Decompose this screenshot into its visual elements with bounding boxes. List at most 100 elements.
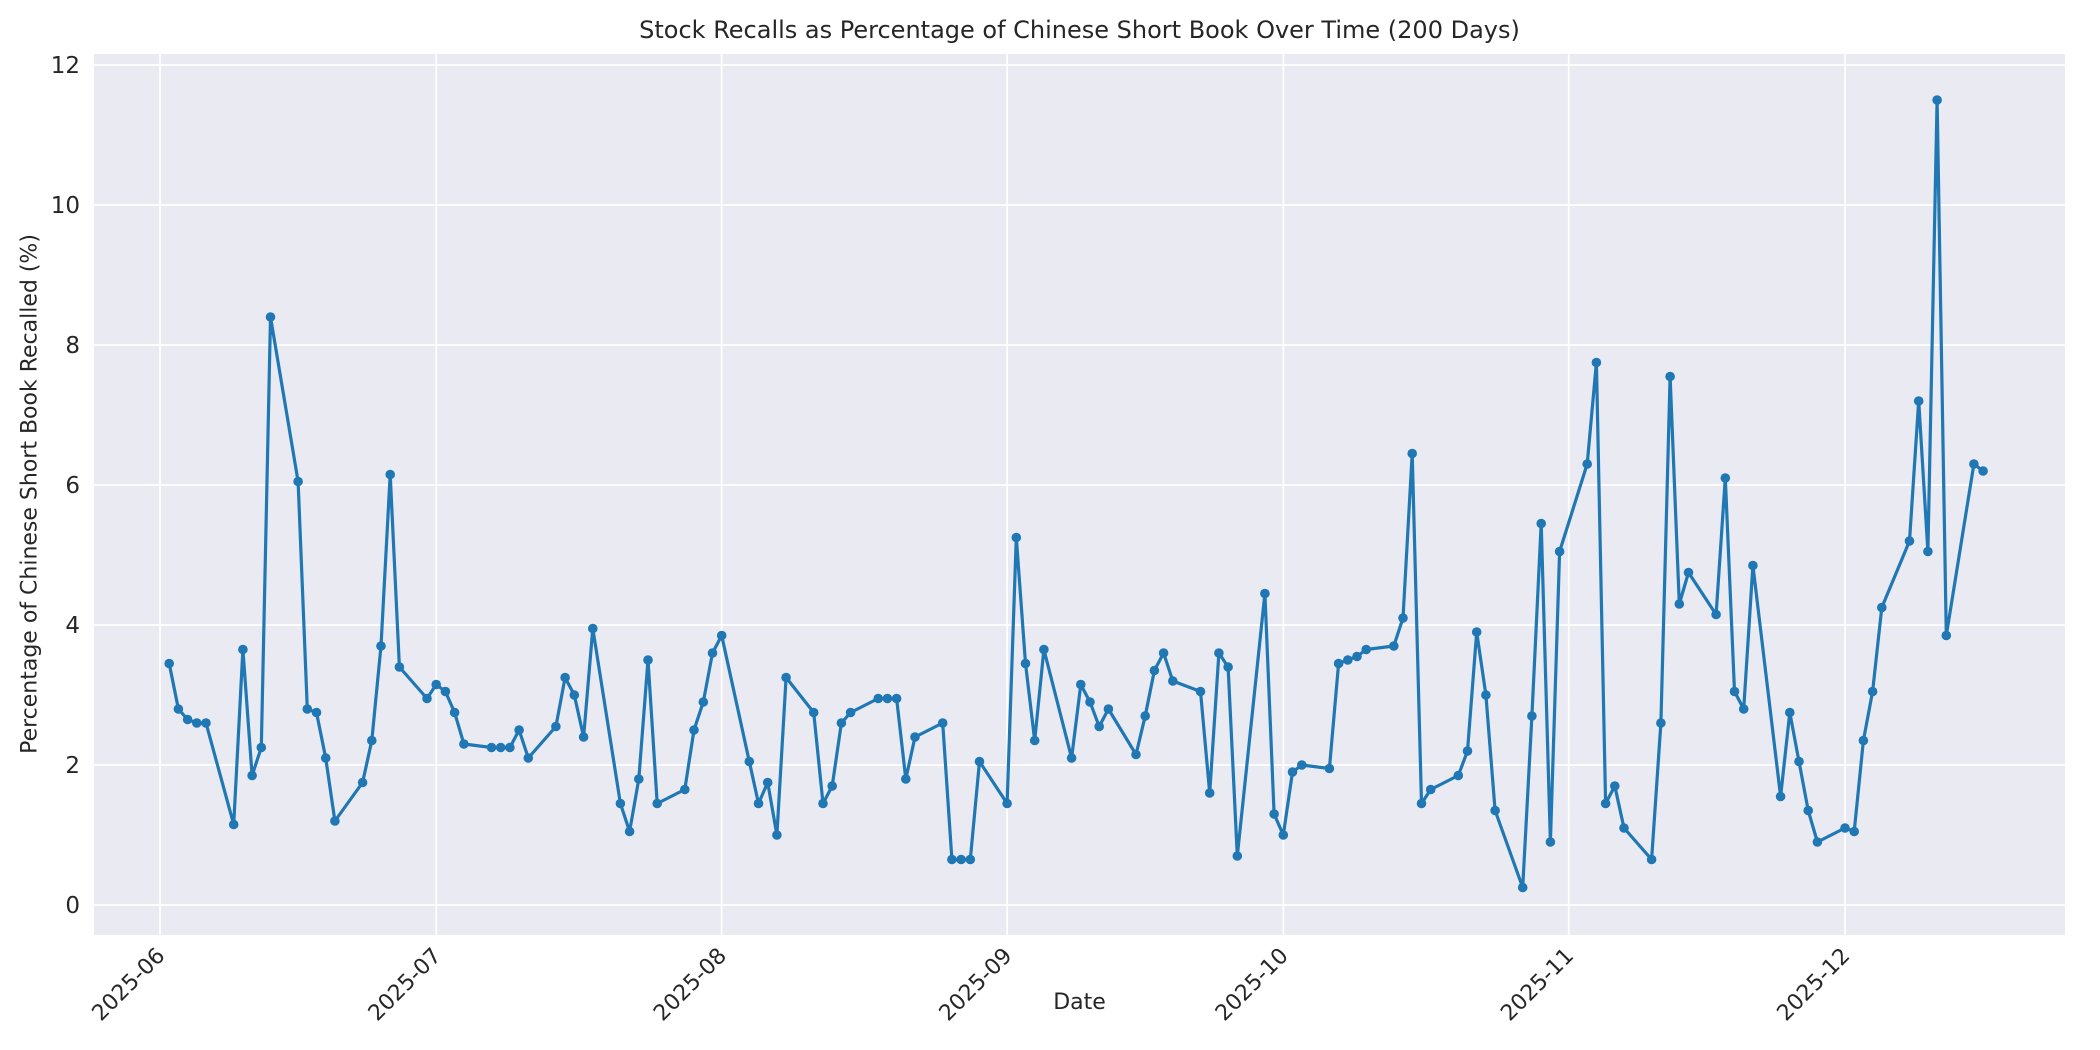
data-point-marker — [514, 725, 524, 735]
data-point-marker — [1849, 826, 1859, 837]
data-point-marker — [1490, 805, 1500, 816]
data-point-marker — [311, 707, 322, 718]
data-point-marker — [965, 854, 976, 865]
data-point-marker — [1803, 805, 1813, 816]
data-point-marker — [320, 753, 331, 763]
data-point-marker — [1794, 756, 1804, 767]
series-line — [167, 98, 1985, 890]
data-point-marker — [422, 693, 432, 704]
data-point-marker — [781, 672, 791, 683]
data-point-marker — [182, 714, 193, 725]
data-point-marker — [376, 641, 386, 651]
data-point-marker — [1269, 809, 1279, 819]
data-point-marker — [901, 774, 911, 784]
data-point-marker — [1085, 697, 1095, 707]
data-point-marker — [505, 742, 515, 753]
data-point-marker — [1941, 630, 1952, 641]
data-point-marker — [1398, 613, 1408, 623]
data-point-marker — [937, 718, 948, 728]
data-point-marker — [1453, 770, 1464, 781]
data-point-marker — [974, 756, 985, 767]
data-point-marker — [1969, 459, 1979, 469]
data-point-marker — [1591, 357, 1602, 368]
data-point-marker — [818, 798, 828, 809]
data-point-marker — [808, 707, 819, 718]
data-point-marker — [588, 623, 598, 634]
data-point-marker — [707, 648, 718, 658]
data-point-marker — [1748, 560, 1758, 571]
data-point-marker — [1029, 735, 1040, 746]
data-point-marker — [1840, 823, 1850, 833]
data-point-marker — [1287, 767, 1298, 777]
data-point-marker — [247, 770, 257, 781]
data-point-marker — [486, 742, 497, 753]
data-point-marker — [1425, 784, 1436, 795]
data-point-marker — [201, 718, 211, 728]
data-point-marker — [956, 854, 966, 865]
data-point-marker — [1168, 676, 1178, 686]
data-point-marker — [1011, 532, 1022, 543]
data-point-marker — [1785, 707, 1795, 718]
data-point-marker — [1352, 651, 1362, 662]
data-point-marker — [1214, 648, 1224, 658]
data-point-marker — [680, 784, 690, 795]
data-point-marker — [1094, 721, 1104, 732]
data-point-marker — [1619, 823, 1629, 833]
data-point-marker — [652, 798, 662, 809]
data-point-marker — [1462, 746, 1473, 756]
data-point-marker — [551, 721, 561, 732]
data-point-marker — [1223, 662, 1233, 672]
data-point-marker — [1932, 95, 1942, 105]
data-point-marker — [772, 830, 782, 840]
data-point-marker — [1158, 648, 1169, 658]
data-point-marker — [1877, 602, 1887, 613]
data-point-marker — [330, 816, 340, 826]
data-point-marker — [1858, 735, 1869, 746]
y-tick-label: 10 — [51, 193, 80, 219]
data-point-marker — [624, 826, 635, 837]
plot-area — [94, 54, 2065, 935]
data-point-marker — [827, 781, 837, 791]
data-point-marker — [1333, 658, 1344, 669]
data-point-marker — [1536, 518, 1546, 529]
data-point-marker — [440, 686, 451, 697]
data-point-marker — [1103, 704, 1114, 714]
data-point-marker — [1711, 609, 1721, 620]
data-point-marker — [615, 798, 626, 809]
data-point-marker — [1517, 882, 1528, 893]
y-tick-label: 4 — [65, 613, 80, 639]
data-point-marker — [1683, 567, 1694, 578]
data-point-marker — [192, 718, 202, 728]
data-point-marker — [1389, 641, 1399, 651]
data-point-marker — [891, 693, 902, 704]
data-point-marker — [265, 312, 276, 322]
y-axis-label: Percentage of Chinese Short Book Recalle… — [17, 234, 43, 754]
data-point-marker — [744, 756, 755, 767]
data-point-marker — [1812, 837, 1823, 847]
data-point-marker — [716, 630, 727, 641]
data-point-marker — [1076, 679, 1086, 690]
data-point-marker — [1343, 655, 1353, 665]
data-point-marker — [1039, 644, 1049, 655]
data-point-marker — [1020, 658, 1031, 669]
x-axis-label: Date — [1053, 990, 1106, 1015]
data-point-marker — [1923, 546, 1933, 557]
data-point-marker — [256, 742, 267, 753]
data-point-marker — [643, 655, 653, 665]
data-point-marker — [873, 693, 883, 704]
data-point-marker — [882, 693, 893, 704]
data-point-marker — [1140, 711, 1150, 721]
data-point-marker — [947, 854, 957, 865]
data-point-marker — [1600, 798, 1611, 809]
data-point-marker — [1204, 788, 1215, 798]
data-point-marker — [1361, 644, 1371, 655]
data-point-marker — [578, 732, 589, 742]
data-point-marker — [1481, 690, 1491, 700]
data-point-marker — [1471, 627, 1482, 637]
data-point-marker — [1720, 473, 1731, 483]
data-point-marker — [1738, 704, 1749, 714]
data-point-marker — [523, 753, 534, 763]
data-point-marker — [569, 690, 580, 700]
data-point-marker — [1002, 798, 1012, 809]
